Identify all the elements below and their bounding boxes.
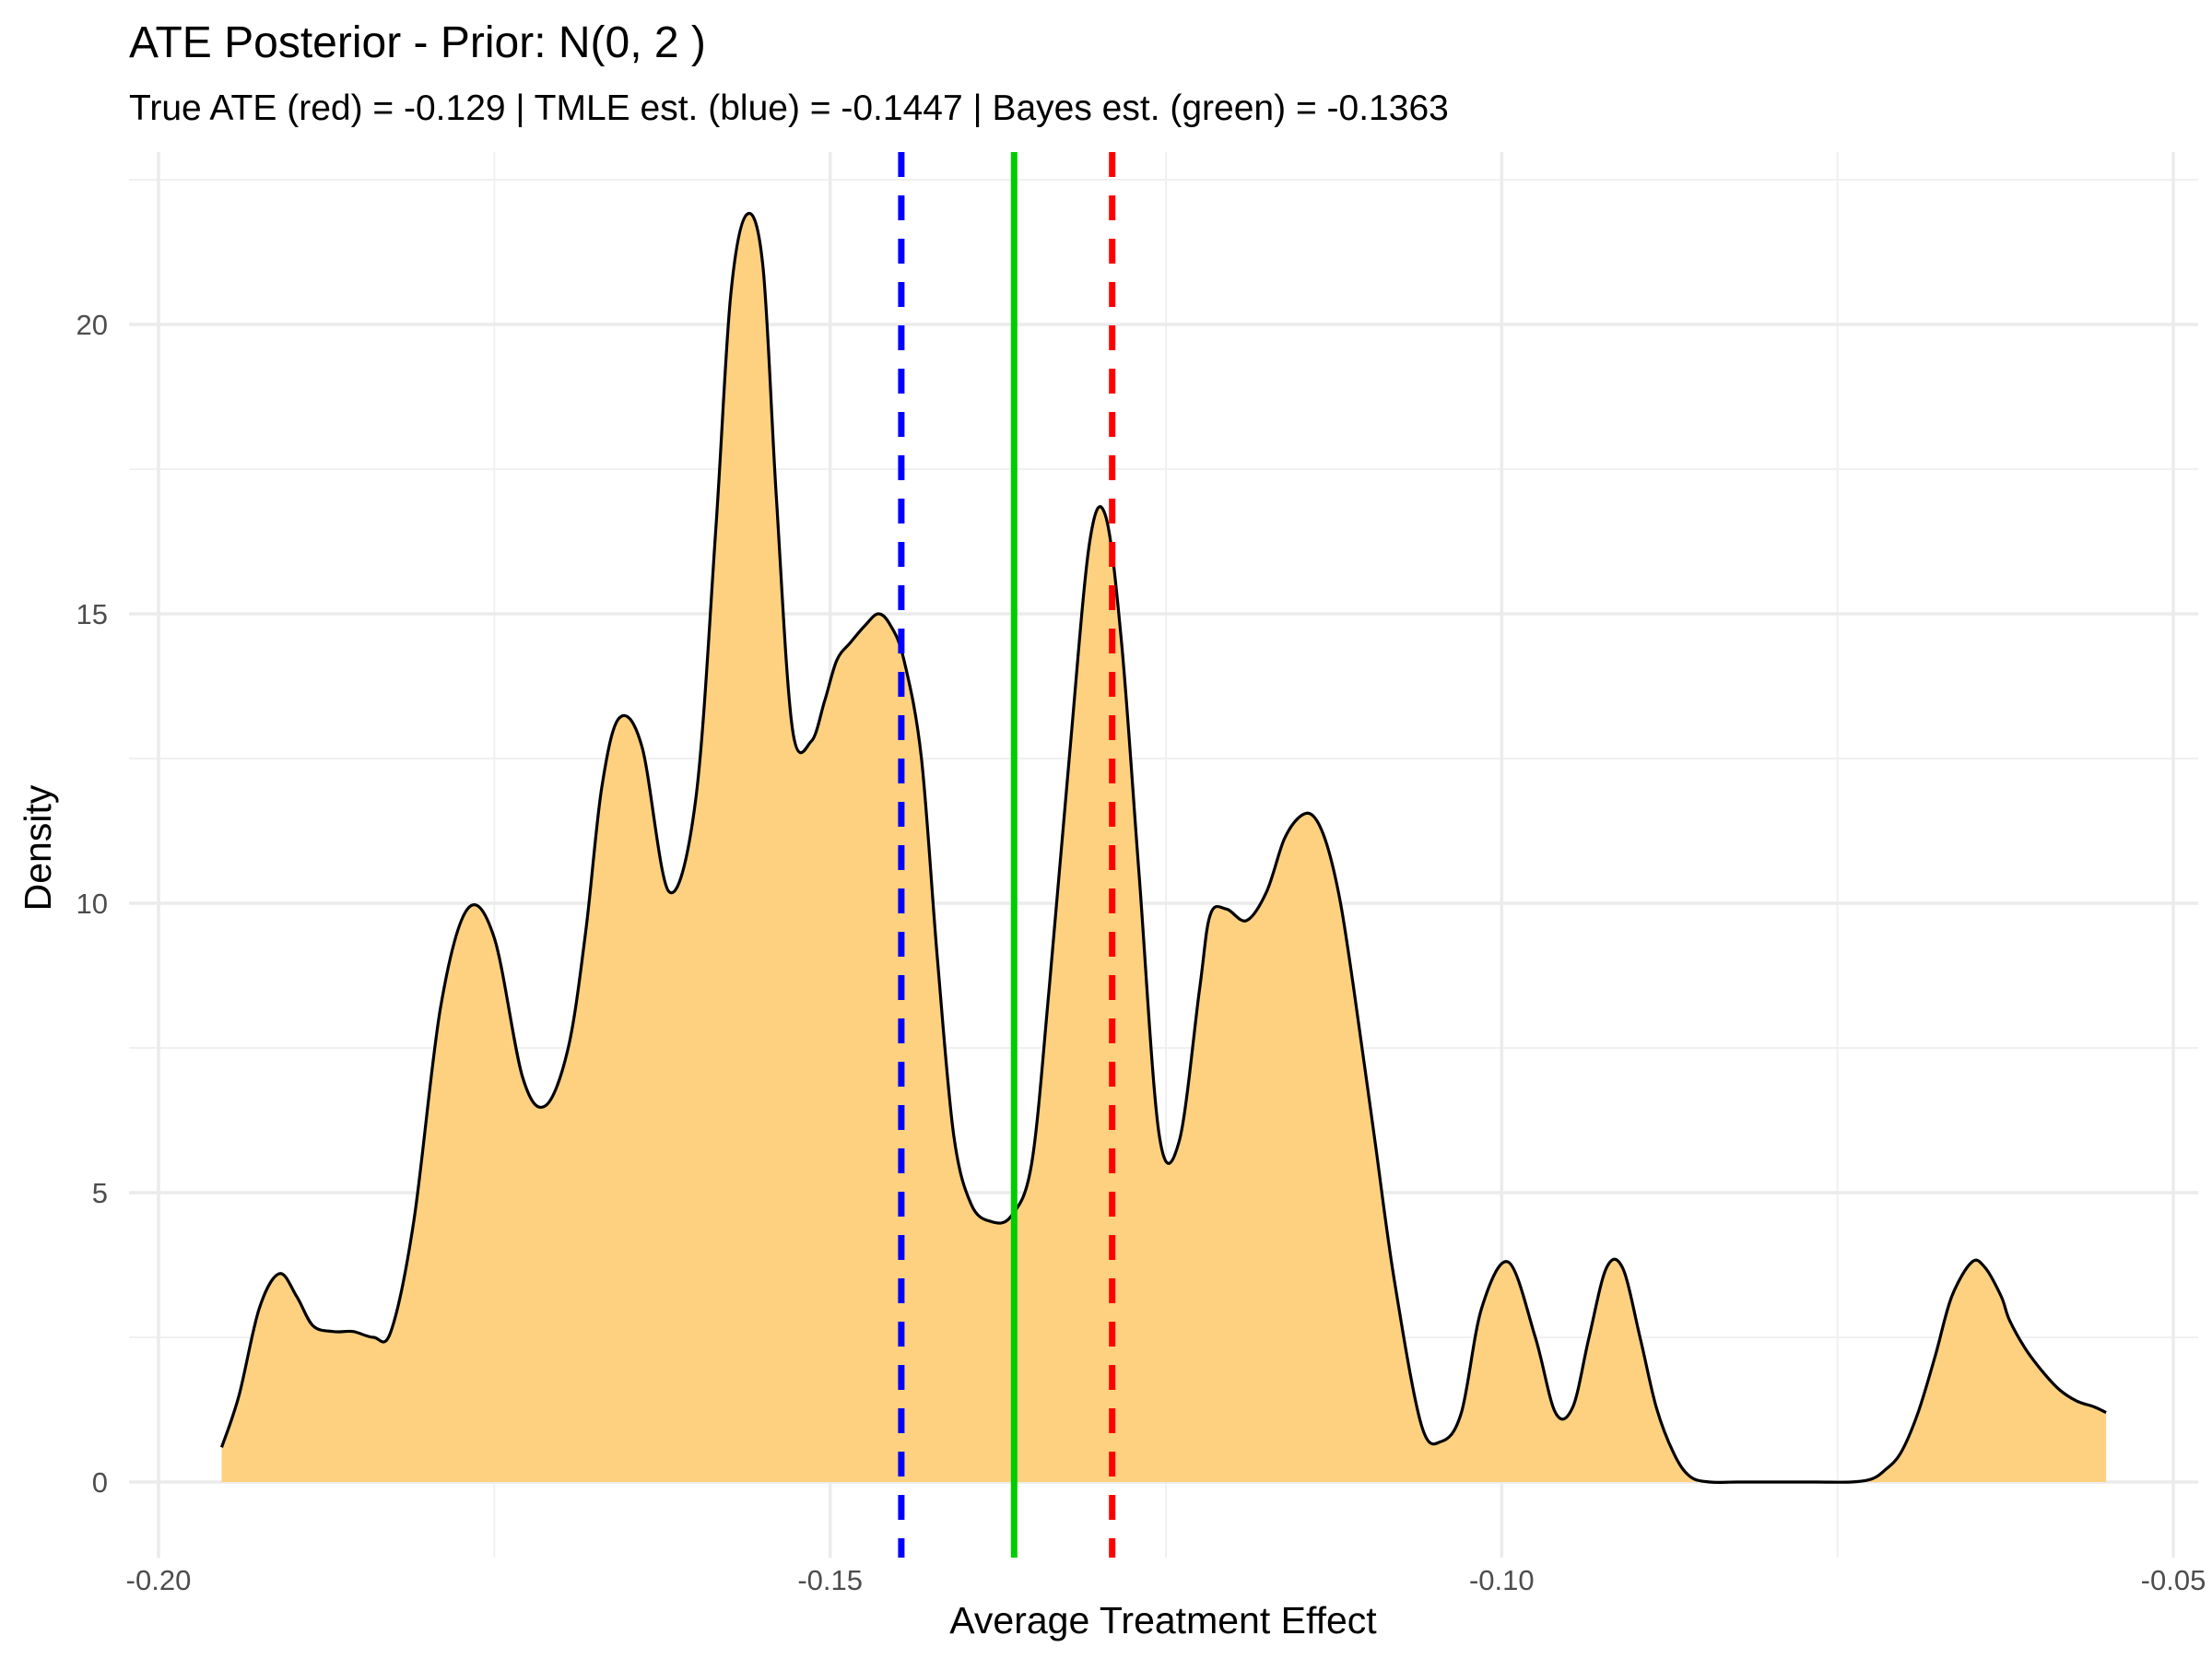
density-layer [219,211,2107,1485]
reference-lines [898,152,1116,1558]
x-axis-ticks: -0.20 -0.15 -0.10 -0.05 [126,1564,2206,1596]
x-tick-label: -0.10 [1469,1564,1535,1596]
chart-title: ATE Posterior - Prior: N(0, 2 ) [129,18,706,67]
x-tick-label: -0.20 [126,1564,192,1596]
y-tick-label: 5 [92,1177,108,1209]
y-axis-ticks: 0 5 10 15 20 [76,309,108,1499]
y-tick-label: 20 [76,309,108,341]
density-area [221,213,2107,1483]
y-tick-label: 15 [76,598,108,630]
x-tick-label: -0.15 [797,1564,863,1596]
y-tick-label: 10 [76,888,108,920]
y-tick-label: 0 [92,1466,108,1499]
x-axis-title: Average Treatment Effect [949,1599,1377,1641]
x-tick-label: -0.05 [2141,1564,2206,1596]
chart-subtitle: True ATE (red) = -0.129 | TMLE est. (blu… [129,88,1449,128]
y-axis-title: Density [17,784,59,911]
density-curve [219,211,2107,1485]
